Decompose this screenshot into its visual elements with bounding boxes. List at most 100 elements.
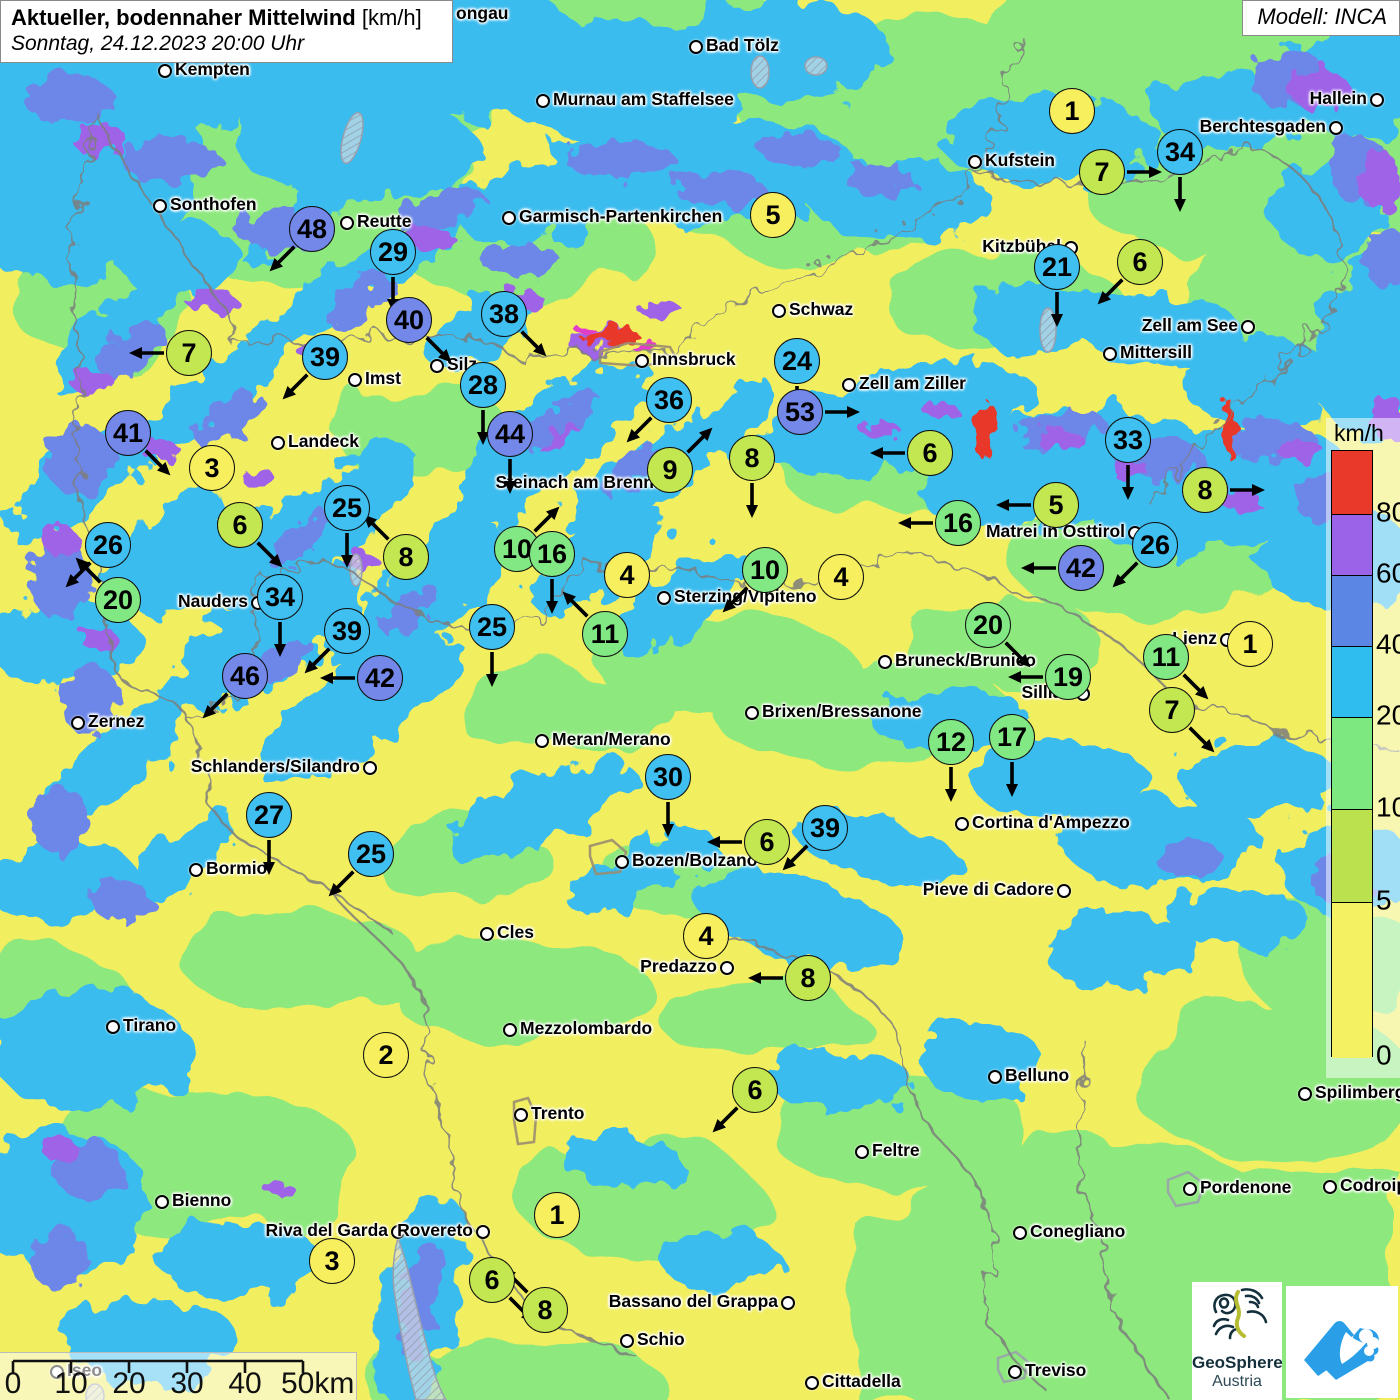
city-marker-icon bbox=[772, 304, 786, 318]
title-box: Aktueller, bodennaher Mittelwind [km/h] … bbox=[0, 0, 453, 63]
city-label: Berchtesgaden bbox=[1199, 116, 1326, 136]
city-marker-icon bbox=[480, 927, 494, 941]
city-label: Bassano del Grappa bbox=[608, 1291, 778, 1311]
wind-station-value: 25 bbox=[469, 604, 515, 650]
city-label: Riva del Garda bbox=[265, 1220, 388, 1240]
city-marker-icon bbox=[476, 1225, 490, 1239]
city-marker-icon bbox=[1241, 320, 1255, 334]
partner-logo bbox=[1286, 1286, 1398, 1398]
city-marker-icon bbox=[805, 1376, 819, 1390]
city-label: Kempten bbox=[175, 59, 250, 79]
wind-station-value: 42 bbox=[357, 655, 403, 701]
wind-station-value: 40 bbox=[386, 297, 432, 343]
wind-station-value: 26 bbox=[1132, 522, 1178, 568]
legend-segment bbox=[1332, 810, 1372, 903]
city-marker-icon bbox=[106, 1020, 120, 1034]
wind-station-value: 5 bbox=[1033, 482, 1079, 528]
city-label: Cortina d'Ampezzo bbox=[972, 812, 1130, 832]
wind-station-value: 19 bbox=[1045, 654, 1091, 700]
city-marker-icon bbox=[363, 761, 377, 775]
city-marker-icon bbox=[781, 1296, 795, 1310]
city-label: Schwaz bbox=[789, 299, 854, 319]
city-label: Murnau am Staffelsee bbox=[553, 89, 734, 109]
city-marker-icon bbox=[340, 216, 354, 230]
city-label: Predazzo bbox=[640, 956, 717, 976]
legend-segment bbox=[1332, 647, 1372, 718]
legend: km/h 80 60 40 20 10 5 0 bbox=[1326, 418, 1400, 1078]
city-label: Mezzolombardo bbox=[520, 1018, 653, 1038]
city-marker-icon bbox=[842, 378, 856, 392]
city-marker-icon bbox=[502, 211, 516, 225]
city-marker-icon bbox=[153, 199, 167, 213]
legend-tick-label: 80 bbox=[1376, 496, 1400, 528]
legend-segment bbox=[1332, 718, 1372, 810]
city-label: Zell am Ziller bbox=[859, 373, 966, 393]
city-label: Cittadella bbox=[822, 1371, 901, 1391]
city-marker-icon bbox=[657, 591, 671, 605]
legend-tick-label: 20 bbox=[1376, 699, 1400, 731]
wind-station-value: 38 bbox=[481, 291, 527, 337]
mountain-icon bbox=[1304, 1321, 1379, 1380]
wind-station-value: 39 bbox=[302, 334, 348, 380]
wind-station-value: 26 bbox=[85, 522, 131, 568]
wind-station-value: 34 bbox=[257, 574, 303, 620]
wind-station-value: 11 bbox=[1143, 634, 1189, 680]
city-marker-icon bbox=[71, 716, 85, 730]
wind-station-value: 1 bbox=[534, 1192, 580, 1238]
city-label: Tirano bbox=[123, 1015, 177, 1035]
city-label: Schlanders/Silandro bbox=[190, 756, 360, 776]
city-label: Bad Tölz bbox=[706, 35, 779, 55]
wind-station-value: 6 bbox=[907, 430, 953, 476]
wind-station-value: 4 bbox=[683, 913, 729, 959]
scale-label: 0 bbox=[4, 1367, 22, 1400]
city-marker-icon bbox=[348, 373, 362, 387]
wind-station-value: 12 bbox=[928, 719, 974, 765]
wind-station-value: 36 bbox=[646, 377, 692, 423]
city-marker-icon bbox=[1323, 1180, 1337, 1194]
city-label: Kufstein bbox=[985, 150, 1055, 170]
city-marker-icon bbox=[988, 1070, 1002, 1084]
wind-station-value: 6 bbox=[469, 1257, 515, 1303]
wind-station-value: 11 bbox=[582, 611, 628, 657]
wind-station-value: 39 bbox=[324, 608, 370, 654]
city-marker-icon bbox=[189, 863, 203, 877]
city-label: Conegliano bbox=[1030, 1221, 1126, 1241]
page-title: Aktueller, bodennaher Mittelwind [km/h] bbox=[11, 5, 442, 31]
city-marker-icon bbox=[1298, 1087, 1312, 1101]
city-marker-icon bbox=[968, 155, 982, 169]
city-label: Nauders bbox=[177, 591, 248, 611]
wind-station-value: 6 bbox=[732, 1067, 778, 1113]
city-label: Sonthofen bbox=[170, 194, 257, 214]
wind-station-value: 6 bbox=[744, 819, 790, 865]
city-label: Schio bbox=[637, 1329, 685, 1349]
city-label: Zernez bbox=[88, 711, 145, 731]
city-label: Trento bbox=[531, 1103, 585, 1123]
city-label: Cles bbox=[497, 922, 534, 942]
city-label: Hallein bbox=[1309, 88, 1367, 108]
city-label: Treviso bbox=[1025, 1360, 1087, 1380]
city-label: Rovereto bbox=[397, 1220, 473, 1240]
city-label: Reutte bbox=[357, 211, 412, 231]
city-marker-icon bbox=[536, 94, 550, 108]
city-label: Mittersill bbox=[1120, 342, 1192, 362]
city-marker-icon bbox=[635, 354, 649, 368]
wind-station-value: 20 bbox=[965, 602, 1011, 648]
city-label: Meran/Merano bbox=[552, 729, 671, 749]
wind-station-value: 9 bbox=[647, 447, 693, 493]
wind-station-value: 53 bbox=[777, 389, 823, 435]
wind-station-value: 29 bbox=[370, 229, 416, 275]
wind-station-value: 28 bbox=[460, 362, 506, 408]
city-label: Bruneck/Brunico bbox=[895, 650, 1036, 670]
city-label: Feltre bbox=[872, 1140, 920, 1160]
wind-station-value: 30 bbox=[645, 754, 691, 800]
city-label: Brixen/Bressanone bbox=[762, 701, 922, 721]
city-marker-icon bbox=[1183, 1182, 1197, 1196]
wind-station-value: 1 bbox=[1049, 88, 1095, 134]
city-marker-icon bbox=[155, 1195, 169, 1209]
wind-station-value: 7 bbox=[1079, 149, 1125, 195]
city-label: Steinach am Brenner bbox=[495, 472, 671, 492]
city-label: Innsbruck bbox=[652, 349, 736, 369]
city-marker-icon bbox=[158, 64, 172, 78]
